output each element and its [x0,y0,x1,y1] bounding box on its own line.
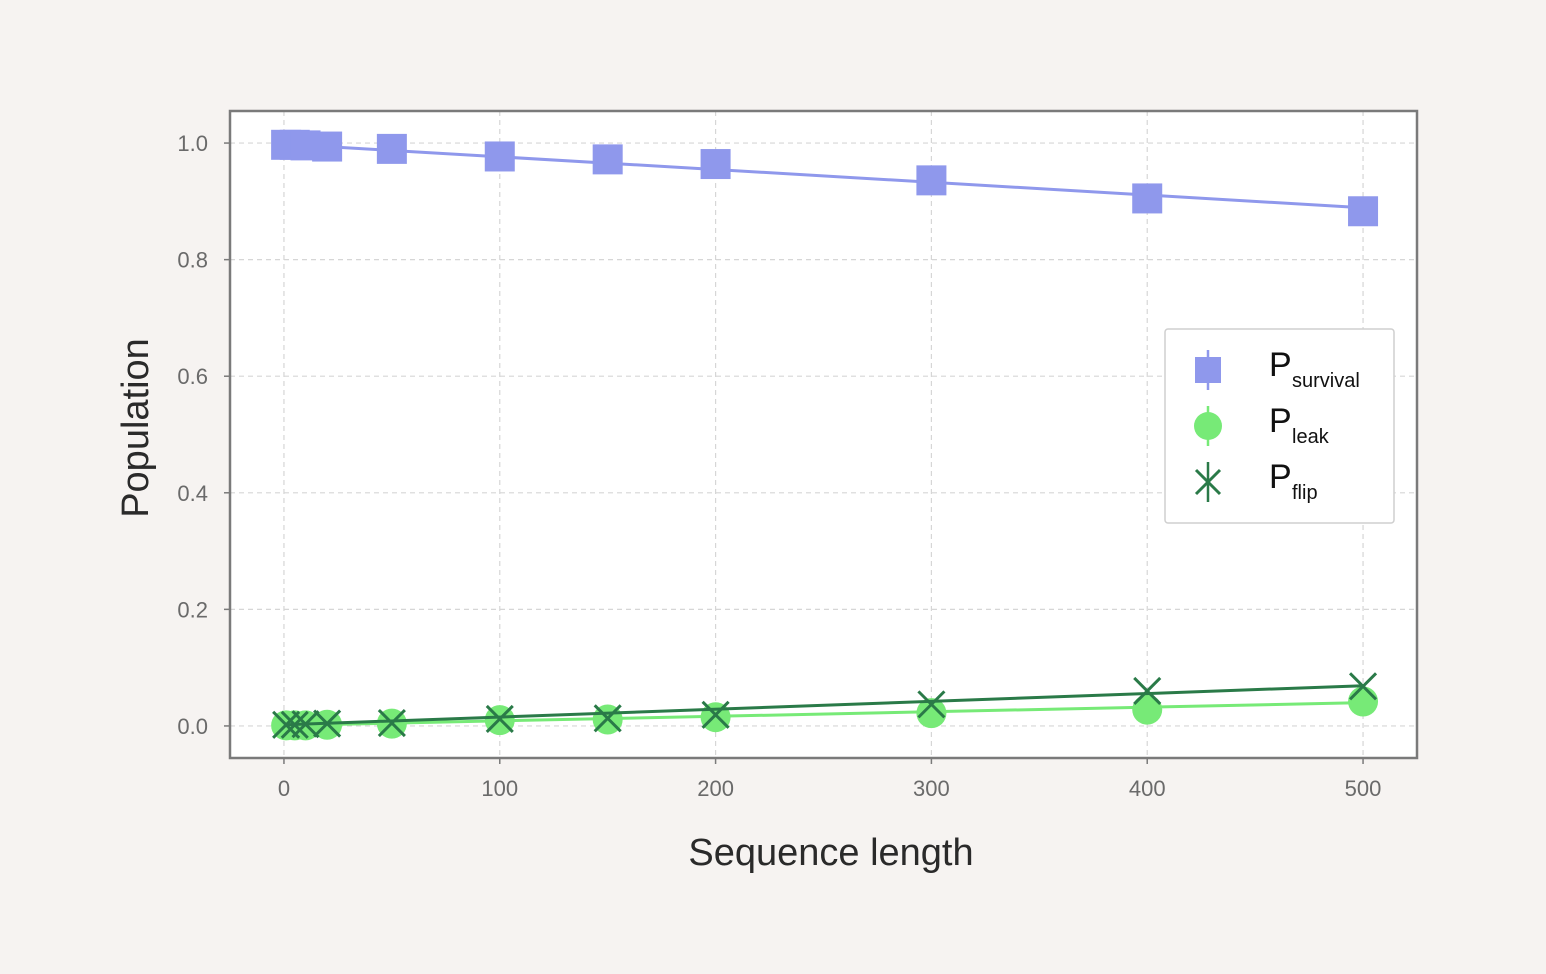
series-flip [272,672,1378,739]
legend-label-subscript: leak [1292,426,1330,448]
data-point-leak [1132,694,1163,725]
y-tick-label: 0.2 [177,597,208,622]
data-point-survival [1348,196,1379,227]
x-tick-label: 100 [481,776,518,801]
data-point-flip [377,708,406,738]
legend-circle-marker [1194,412,1222,440]
y-axis: 0.0 0.2 0.4 0.6 0.8 1.0 [177,131,230,739]
data-point-flip [485,704,514,734]
data-point-survival [312,131,343,162]
legend-label: P [1269,458,1292,496]
y-axis-title: Population [115,338,157,518]
data-point-flip [313,709,342,738]
y-tick-label: 0.4 [177,481,208,506]
legend-square-marker [1195,357,1221,383]
x-tick-label: 500 [1345,776,1382,801]
x-axis-title: Sequence length [688,832,973,874]
data-point-survival [1132,183,1163,214]
plot-frame [228,109,1419,760]
data-point-flip [593,704,622,733]
y-tick-label: 0.0 [177,714,208,739]
data-point-survival [700,149,731,180]
fit-line-survival [286,142,1364,210]
data-point-leak [1348,686,1379,717]
data-point-flip [1133,676,1162,706]
fit-line-flip [286,684,1364,727]
data-point-survival [484,141,515,172]
data-point-leak [916,698,947,729]
data-point-flip [280,710,309,739]
x-tick-label: 400 [1129,776,1166,801]
data-point-survival [592,144,623,175]
data-point-flip [701,700,730,729]
y-tick-label: 1.0 [177,131,208,156]
fit-line-leak [286,701,1364,727]
data-point-survival [916,165,947,196]
data-point-survival [376,133,407,164]
y-tick-label: 0.8 [177,248,208,273]
legend-label-subscript: survival [1292,370,1360,392]
y-tick-label: 0.6 [177,364,208,389]
legend-box [1164,328,1395,524]
x-tick-label: 0 [278,776,290,801]
legend-label: P [1269,402,1292,440]
x-axis: 0 100 200 300 400 500 [278,758,1382,801]
x-tick-label: 200 [697,776,734,801]
series-layer [271,129,1379,741]
legend-label: P [1269,346,1292,384]
data-point-flip [1348,672,1378,701]
data-point-flip [917,690,946,719]
data-point-leak [700,702,731,733]
legend-label-subscript: flip [1292,482,1318,504]
data-point-flip [291,710,320,739]
series-survival [271,129,1379,227]
legend-x-marker [1194,468,1222,496]
x-tick-label: 300 [913,776,950,801]
